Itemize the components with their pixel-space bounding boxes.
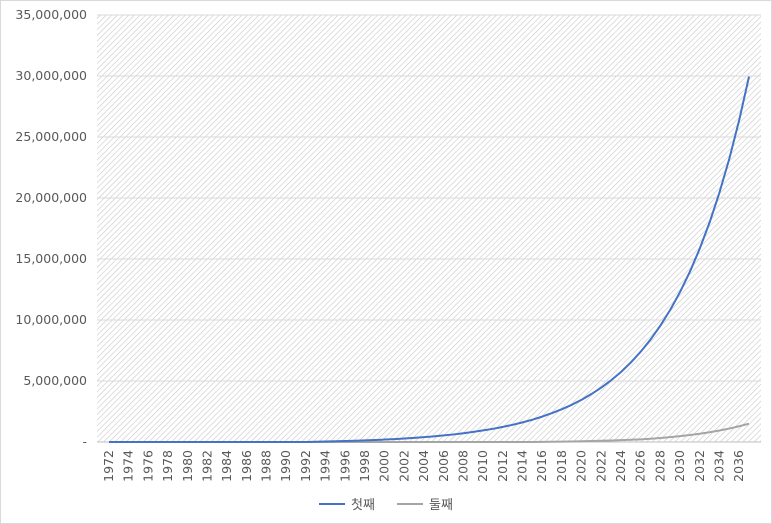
x-tick-label: 1988: [259, 450, 274, 482]
legend: 첫째 둘째: [319, 498, 453, 513]
y-tick-label: 25,000,000: [15, 129, 87, 144]
x-tick-label: 1984: [219, 450, 234, 482]
x-tick-label: 2030: [672, 450, 687, 482]
x-tick-label: 2024: [613, 450, 628, 482]
y-axis: - 5,000,000 10,000,000 15,000,000 20,000,000…: [15, 7, 87, 449]
x-tick-label: 2002: [396, 450, 411, 482]
x-tick-label: 1994: [318, 450, 333, 482]
x-tick-label: 1978: [160, 450, 175, 482]
y-tick-label: 20,000,000: [15, 190, 87, 205]
x-tick-label: 1974: [121, 450, 136, 482]
series-line-0: [109, 76, 750, 443]
y-tick-label: 15,000,000: [15, 251, 87, 266]
x-tick-label: 2018: [554, 450, 569, 482]
y-tick-label: 35,000,000: [15, 7, 87, 22]
series-layer: [109, 76, 750, 443]
x-axis: 1972 1974 1976 1978 1980 1982 1984 1986 1988 1990…: [97, 441, 761, 482]
plot-area: [97, 15, 761, 442]
x-tick-label: 1998: [357, 450, 372, 482]
x-tick-label: 1980: [180, 450, 195, 482]
x-tick-label: 2020: [574, 450, 589, 482]
y-tick-label: 30,000,000: [15, 68, 87, 83]
x-tick-label: 2034: [711, 450, 726, 482]
y-tick-label: 10,000,000: [15, 312, 87, 327]
legend-label-1: 둘째: [429, 498, 453, 513]
x-tick-label: 2036: [731, 450, 746, 482]
x-tick-label: 1996: [337, 450, 352, 482]
x-tick-label: 1992: [298, 450, 313, 482]
x-tick-label: 2012: [495, 450, 510, 482]
x-tick-label: 2026: [633, 450, 648, 482]
x-tick-label: 2016: [534, 450, 549, 482]
x-tick-label: 2032: [692, 450, 707, 482]
y-gridlines: [97, 14, 761, 443]
y-tick-label: 5,000,000: [23, 373, 87, 388]
x-tick-label: 2010: [475, 450, 490, 482]
x-tick-label: 2008: [455, 450, 470, 482]
x-tick-label: 1972: [101, 450, 116, 482]
x-tick-label: 2028: [652, 450, 667, 482]
x-tick-label: 2022: [593, 450, 608, 482]
x-tick-label: 2006: [436, 450, 451, 482]
x-tick-label: 1976: [140, 450, 155, 482]
x-tick-label: 1986: [239, 450, 254, 482]
x-tick-label: 2014: [515, 450, 530, 482]
x-tick-label: 1990: [278, 450, 293, 482]
x-tick-label: 2004: [416, 450, 431, 482]
y-tick-label: -: [82, 434, 87, 449]
legend-label-0: 첫째: [351, 498, 375, 513]
x-tick-label: 1982: [199, 450, 214, 482]
x-tick-label: 2000: [377, 450, 392, 482]
